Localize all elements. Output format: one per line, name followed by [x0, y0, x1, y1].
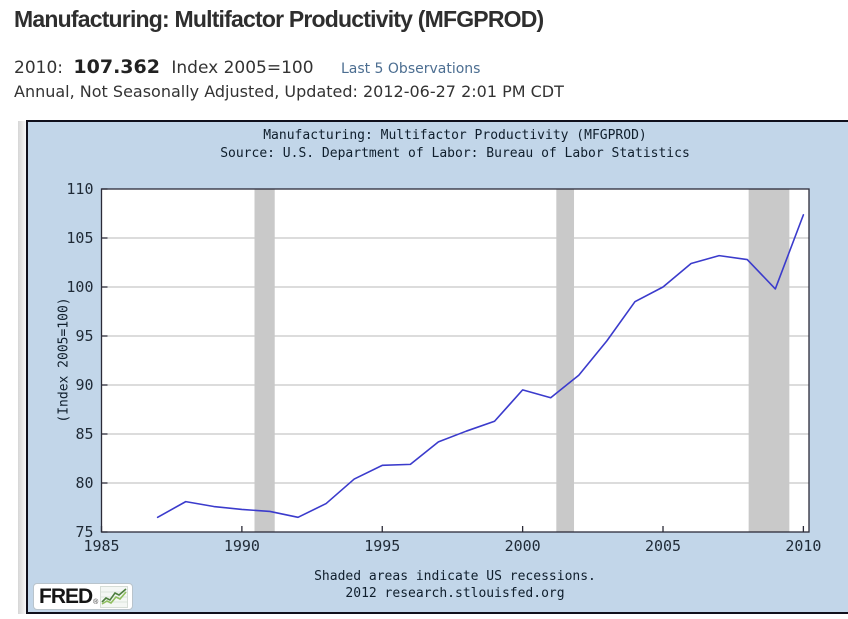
y-axis-title: (Index 2005=100) — [56, 297, 72, 423]
svg-text:80: 80 — [75, 474, 93, 492]
last-5-observations-link[interactable]: Last 5 Observations — [340, 61, 481, 77]
svg-text:2000: 2000 — [505, 537, 541, 555]
observation-units: Index 2005=100 — [171, 58, 314, 78]
recession-note: Shaded areas indicate US recessions. — [314, 569, 596, 584]
svg-text:105: 105 — [66, 229, 93, 247]
svg-text:110: 110 — [66, 180, 93, 198]
svg-text:2005: 2005 — [645, 537, 681, 555]
observation-line: 2010: 107.362 Index 2005=100 Last 5 Obse… — [14, 56, 480, 78]
attribution-url: 2012 research.stlouisfed.org — [345, 586, 565, 601]
observation-value: 107.362 — [73, 56, 160, 78]
svg-text:95: 95 — [75, 327, 93, 345]
svg-text:2010: 2010 — [785, 537, 821, 555]
svg-text:1995: 1995 — [364, 537, 400, 555]
svg-text:1985: 1985 — [83, 537, 119, 555]
observation-date: 2010: — [14, 58, 63, 78]
svg-text:1990: 1990 — [224, 537, 260, 555]
svg-text:75: 75 — [75, 523, 93, 541]
svg-text:100: 100 — [66, 278, 93, 296]
chart-frame-edge — [18, 121, 27, 614]
fred-logo: FRED ® — [33, 583, 134, 610]
chart-source-label: Source: U.S. Department of Labor: Bureau… — [220, 146, 690, 161]
fred-logo-registered-mark: ® — [93, 599, 99, 606]
chart-title: Manufacturing: Multifactor Productivity … — [263, 128, 647, 143]
line-chart-icon — [100, 585, 129, 608]
fred-logo-text: FRED — [39, 585, 93, 608]
series-frequency-meta: Annual, Not Seasonally Adjusted, Updated… — [14, 82, 564, 101]
svg-text:90: 90 — [75, 376, 93, 394]
svg-text:85: 85 — [75, 425, 93, 443]
page-title: Manufacturing: Multifactor Productivity … — [14, 6, 544, 32]
